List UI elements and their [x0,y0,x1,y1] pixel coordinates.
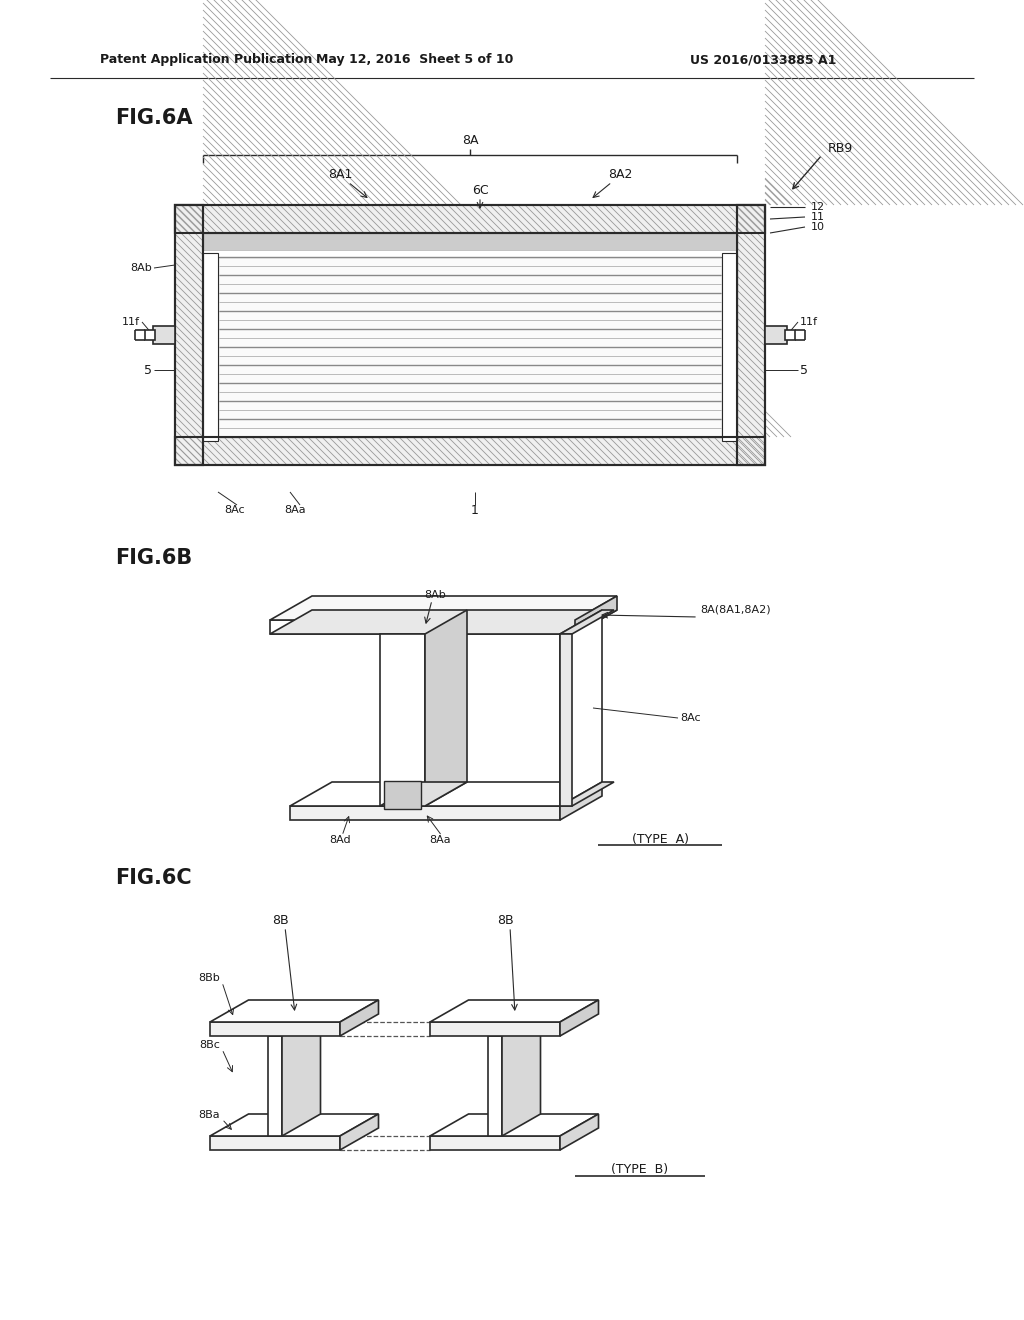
Polygon shape [340,1114,379,1150]
Polygon shape [575,597,617,634]
Polygon shape [210,1001,379,1022]
Bar [175,205,765,234]
Text: 6C: 6C [472,183,488,197]
Text: 8A2: 8A2 [608,169,632,181]
Text: RB9: RB9 [828,141,853,154]
Bar [175,205,765,234]
Bar [153,326,175,345]
Polygon shape [430,1137,560,1150]
Text: 10: 10 [811,222,825,232]
Text: 11f: 11f [122,317,140,327]
Polygon shape [290,781,602,807]
Text: (TYPE  A): (TYPE A) [632,833,688,846]
Text: FIG.6B: FIG.6B [115,548,193,568]
Text: (TYPE  B): (TYPE B) [611,1163,669,1176]
Text: 8A(8A1,8A2): 8A(8A1,8A2) [700,605,771,615]
Text: 8A: 8A [462,135,478,148]
Bar [145,330,155,341]
Polygon shape [560,610,614,634]
Polygon shape [282,1014,321,1137]
Bar [765,326,787,345]
Text: 5: 5 [800,363,808,376]
Polygon shape [430,1001,598,1022]
Polygon shape [290,807,560,820]
Text: 11f: 11f [800,317,818,327]
Bar [722,253,737,441]
Polygon shape [340,1001,379,1036]
Bar [203,251,737,257]
Polygon shape [380,634,425,807]
Polygon shape [560,610,602,807]
Bar [175,437,765,465]
Bar [175,437,765,465]
Polygon shape [430,1114,598,1137]
Text: 8Bc: 8Bc [199,1040,220,1049]
Bar [175,205,203,465]
Text: 12: 12 [811,202,825,213]
Polygon shape [270,610,617,634]
Bar [203,253,218,441]
Text: FIG.6C: FIG.6C [115,869,191,888]
Polygon shape [488,1036,502,1137]
Polygon shape [270,597,617,620]
Polygon shape [430,1022,560,1036]
Bar [737,205,765,465]
Polygon shape [560,634,572,807]
Bar [384,781,421,809]
Bar [203,234,737,251]
Polygon shape [502,1014,541,1137]
Text: 8Ba: 8Ba [199,1110,220,1119]
Text: 8Ac: 8Ac [224,506,246,515]
Polygon shape [270,620,575,634]
Text: Patent Application Publication: Patent Application Publication [100,54,312,66]
Text: 8Aa: 8Aa [285,506,306,515]
Polygon shape [268,1036,282,1137]
Polygon shape [560,1001,598,1036]
Polygon shape [210,1114,379,1137]
Text: 8Aa: 8Aa [429,836,451,845]
Text: 5: 5 [144,363,152,376]
Polygon shape [425,610,467,807]
Bar [218,257,722,437]
Text: 8B: 8B [497,913,513,927]
Text: 8A1: 8A1 [328,169,352,181]
Polygon shape [210,1137,340,1150]
Text: 8B: 8B [271,913,289,927]
Polygon shape [380,781,467,807]
Text: 8Ab: 8Ab [424,590,445,601]
Bar [785,330,795,341]
Text: 11: 11 [811,213,825,222]
Text: 1: 1 [471,503,479,516]
Text: 8Ad: 8Ad [329,836,351,845]
Polygon shape [560,1114,598,1150]
Bar [737,205,765,465]
Text: 8Ac: 8Ac [680,713,700,723]
Polygon shape [560,781,614,807]
Text: FIG.6A: FIG.6A [115,108,193,128]
Text: US 2016/0133885 A1: US 2016/0133885 A1 [690,54,837,66]
Text: 8Bb: 8Bb [199,973,220,983]
Polygon shape [210,1022,340,1036]
Text: 8Ab: 8Ab [130,263,152,273]
Bar [175,205,203,465]
Text: May 12, 2016  Sheet 5 of 10: May 12, 2016 Sheet 5 of 10 [316,54,514,66]
Polygon shape [560,781,602,820]
